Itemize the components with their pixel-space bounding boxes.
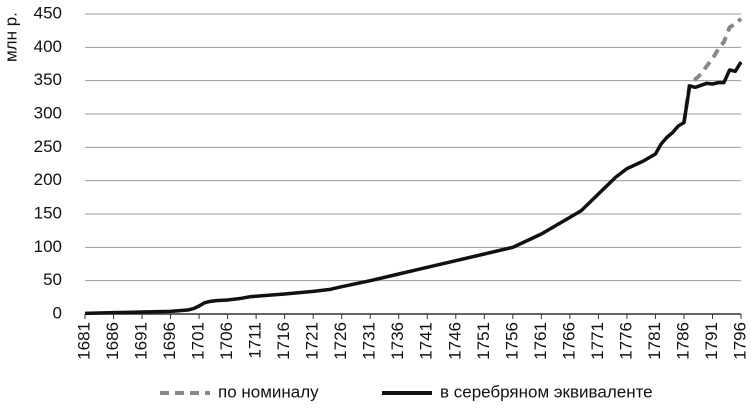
x-tick-label: 1771	[588, 322, 607, 360]
x-tick-label: 1791	[702, 322, 721, 360]
y-tick-label: 150	[34, 203, 62, 222]
x-tick-label: 1686	[103, 322, 122, 360]
x-tick-label: 1741	[417, 322, 436, 360]
x-tick-label: 1721	[303, 322, 322, 360]
y-tick-label: 450	[34, 3, 62, 22]
y-tick-label: 300	[34, 103, 62, 122]
y-tick-label: 350	[34, 70, 62, 89]
x-tick-label: 1756	[502, 322, 521, 360]
x-tick-label: 1736	[388, 322, 407, 360]
y-tick-label: 250	[34, 137, 62, 156]
x-tick-label: 1726	[331, 322, 350, 360]
x-tick-label: 1681	[74, 322, 93, 360]
x-tick-label: 1691	[132, 322, 151, 360]
x-tick-label: 1716	[274, 322, 293, 360]
x-tick-label: 1731	[360, 322, 379, 360]
x-tick-label: 1776	[616, 322, 635, 360]
legend-label: по номиналу	[218, 382, 319, 401]
x-tick-label: 1706	[217, 322, 236, 360]
series-line	[84, 61, 743, 316]
y-tick-label: 200	[34, 170, 62, 189]
y-tick-label: 50	[43, 270, 62, 289]
y-tick-label: 0	[53, 303, 62, 322]
y-tick-label: 100	[34, 237, 62, 256]
series-line	[681, 17, 743, 123]
x-tick-label: 1766	[559, 322, 578, 360]
x-tick-label: 1786	[673, 322, 692, 360]
x-tick-label: 1701	[189, 322, 208, 360]
legend-label: в серебряном эквиваленте	[440, 382, 653, 401]
x-tick-label: 1711	[246, 322, 265, 359]
x-tick-label: 1746	[445, 322, 464, 360]
x-tick-label: 1761	[531, 322, 550, 360]
x-tick-label: 1781	[645, 322, 664, 360]
x-tick-label: 1751	[474, 322, 493, 360]
y-tick-label: 400	[34, 37, 62, 56]
y-axis-label: млн р.	[1, 12, 20, 62]
x-tick-label: 1696	[160, 322, 179, 360]
x-tick-label: 1796	[730, 322, 749, 360]
